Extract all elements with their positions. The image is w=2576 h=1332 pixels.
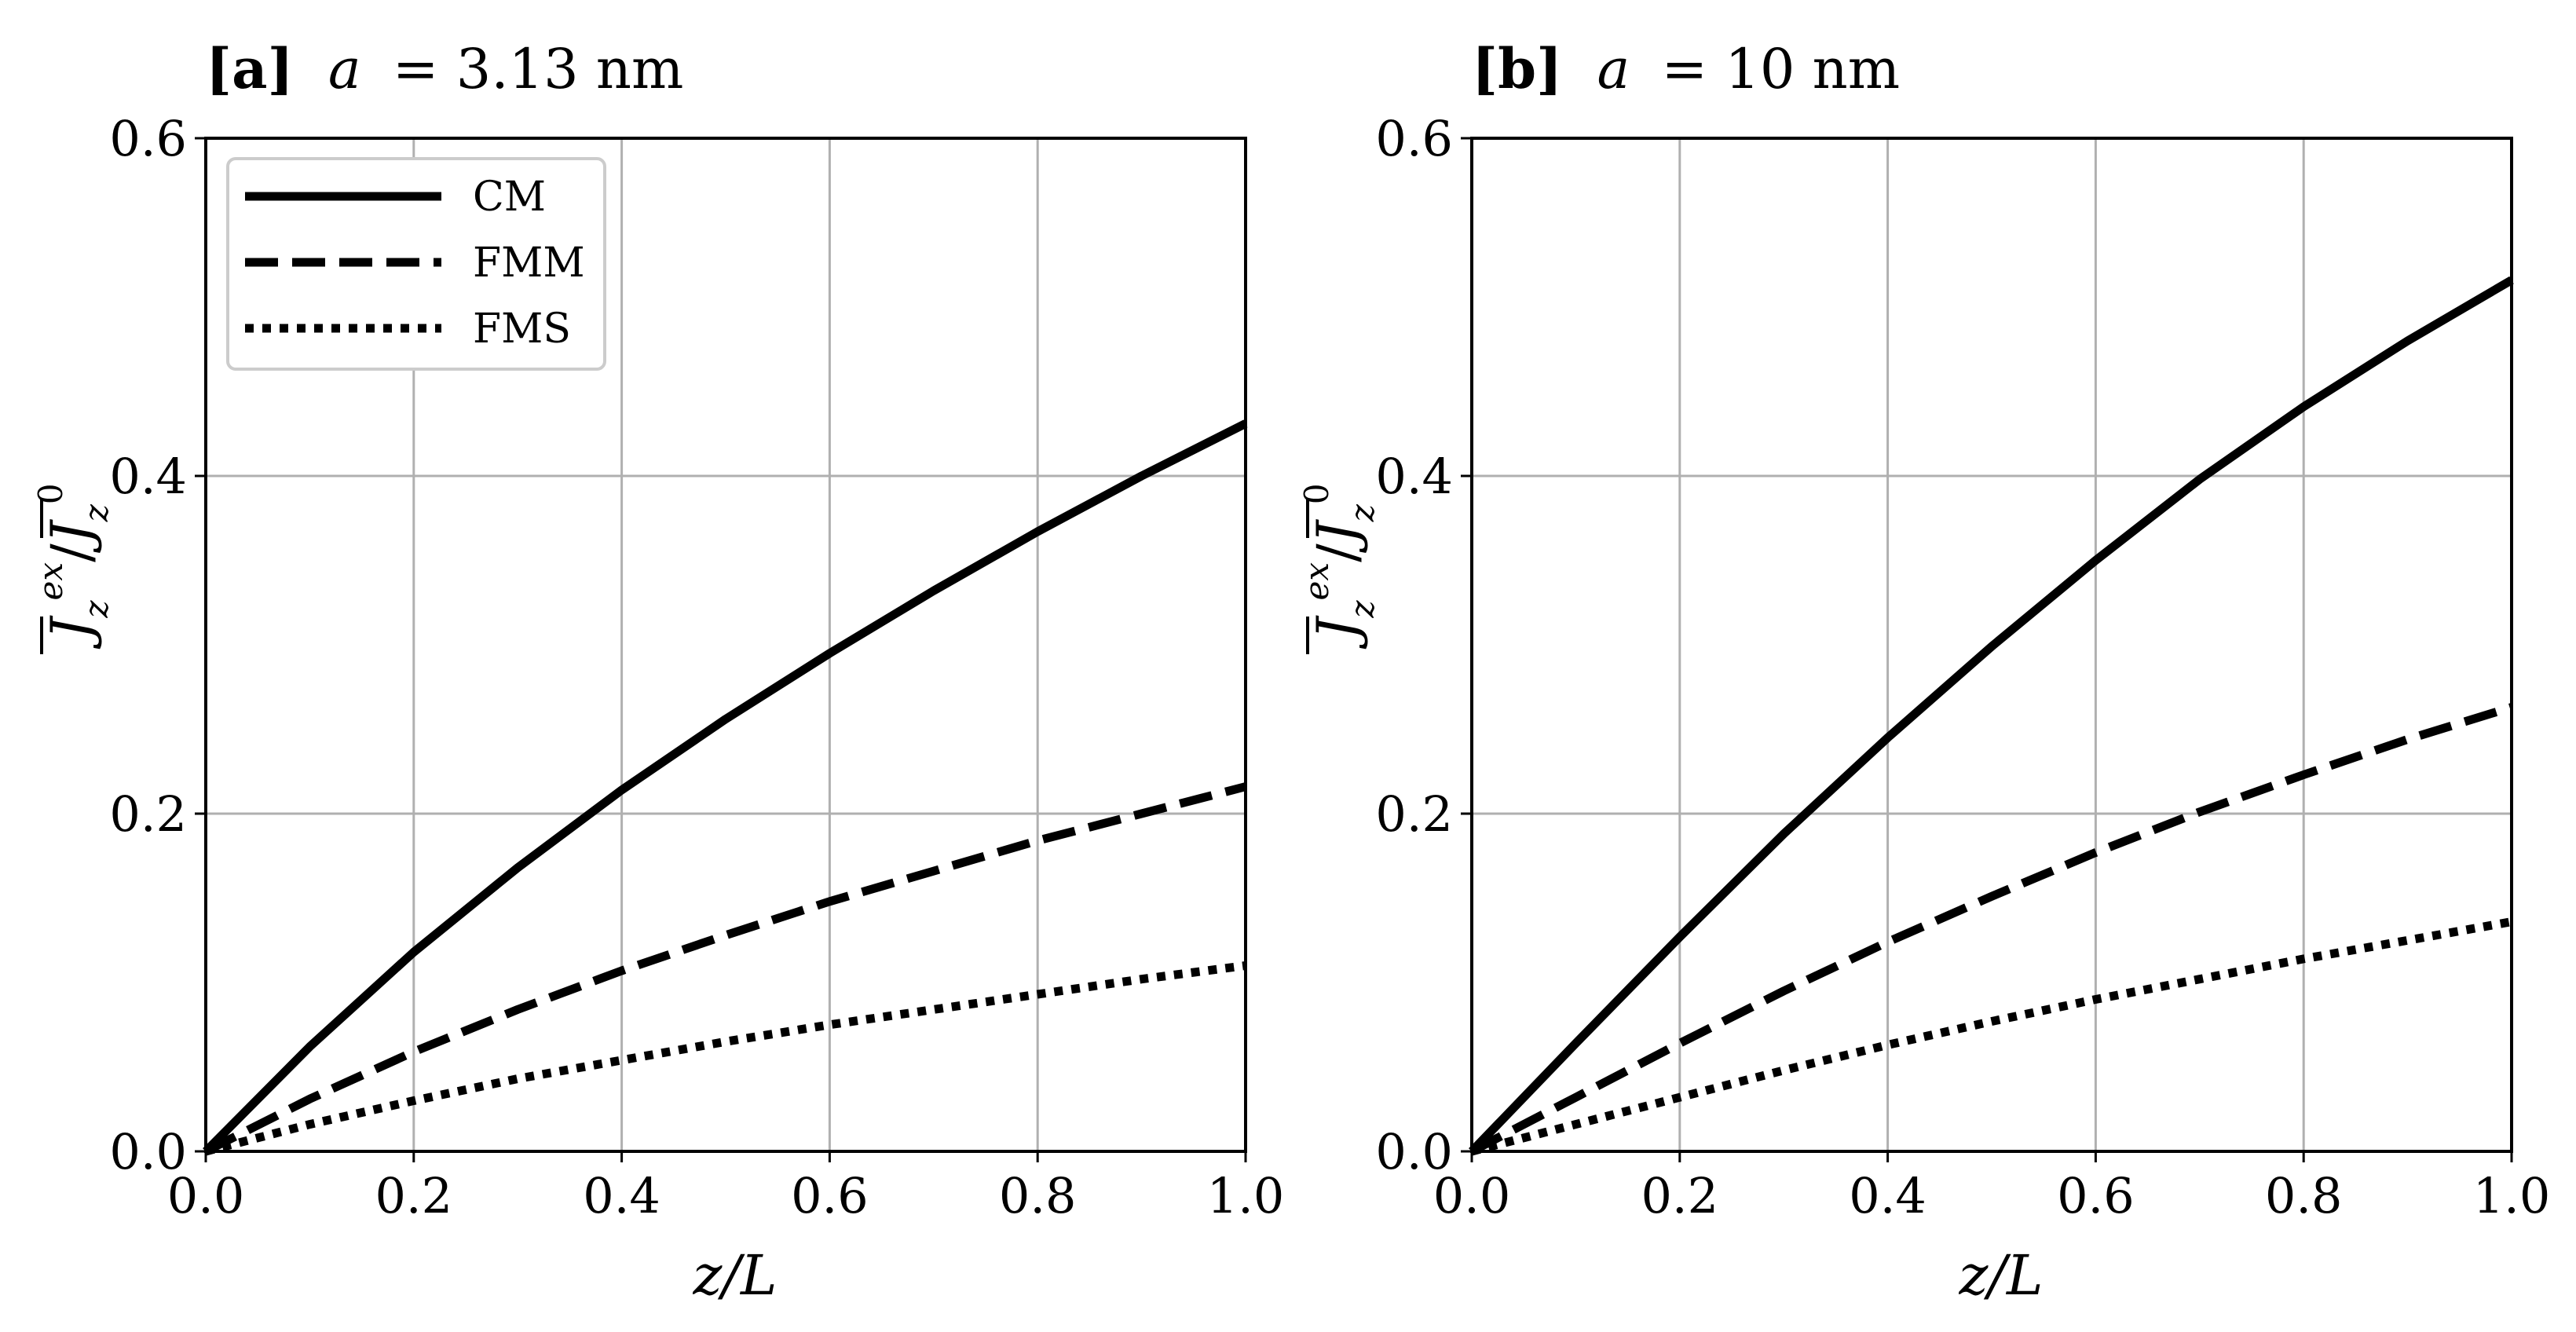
panel-a-ylabel-slash: / (39, 543, 104, 562)
panel-b-xtick-label-0: 0.0 (1433, 1167, 1511, 1224)
panel-b-ytick-label-1: 0.2 (1375, 785, 1453, 843)
panel-b-ylabel: Jzex/Jz0 (1297, 483, 1381, 654)
panel-a-ytick-label-1: 0.2 (109, 785, 187, 843)
panel-a-series-layer (203, 419, 1248, 1156)
panel-b-ylabel-num: J (1305, 615, 1370, 650)
panel-a-ylabel: Jzex/Jz0 (31, 483, 115, 654)
panel-a-xtick-label-3: 0.6 (791, 1167, 869, 1224)
panel-b-ticks: 0.0 0.2 0.4 0.6 0.8 1.0 0.0 0.2 0.4 0.6 (1375, 110, 2550, 1224)
panel-b-xtick-label-4: 0.8 (2265, 1167, 2343, 1224)
panel-b-ylabel-num-sub: z (1343, 600, 1381, 619)
panel-a-ytick-label-2: 0.4 (109, 448, 187, 505)
panel-b-title-var: a (1597, 37, 1630, 101)
panel-a-title: [a] a = 3.13 nm (206, 36, 683, 101)
legend-label-fmm: FMM (473, 240, 585, 287)
panel-a-series-fmm (203, 782, 1247, 1155)
panel-a: 0.0 0.2 0.4 0.6 0.8 1.0 0.0 0.2 0.4 0.6 [a] a = 3… (31, 36, 1284, 1308)
panel-b-ylabel-num-sup: ex (1297, 562, 1336, 601)
panel-b-ytick-label-3: 0.6 (1375, 110, 1453, 167)
panel-a-xtick-label-4: 0.8 (999, 1167, 1077, 1224)
panel-b-series-fmm (1469, 703, 2513, 1155)
svg-text:Jzex/Jz0: Jzex/Jz0 (31, 483, 115, 649)
panel-a-xtick-label-0: 0.0 (167, 1167, 245, 1224)
panel-b-xlabel: z/L (1959, 1243, 2044, 1308)
panel-a-title-var: a (328, 37, 361, 101)
panel-b-xtick-label-2: 0.4 (1849, 1167, 1927, 1224)
panel-b-ytick-label-0: 0.0 (1375, 1123, 1453, 1180)
panel-a-title-value: = 3.13 nm (393, 37, 683, 101)
panel-b-ylabel-slash: / (1305, 543, 1370, 562)
panel-a-xtick-label-5: 1.0 (1207, 1167, 1285, 1224)
legend-label-cm: CM (473, 174, 546, 221)
panel-b: 0.0 0.2 0.4 0.6 0.8 1.0 0.0 0.2 0.4 0.6 [b] a = 1… (1297, 36, 2550, 1308)
panel-a-ylabel-den-sup: 0 (31, 483, 70, 504)
legend-label-fms: FMS (473, 306, 571, 353)
panel-a-ylabel-num-sub: z (77, 600, 115, 619)
legend: CM FMM FMS (226, 157, 606, 371)
panel-b-xtick-label-3: 0.6 (2057, 1167, 2135, 1224)
panel-b-xtick-label-1: 0.2 (1641, 1167, 1718, 1224)
panel-b-series-cm (1469, 276, 2514, 1155)
panel-a-ytick-label-0: 0.0 (109, 1123, 187, 1180)
panel-b-label: [b] (1472, 36, 1562, 101)
panel-a-ticks: 0.0 0.2 0.4 0.6 0.8 1.0 0.0 0.2 0.4 0.6 (109, 110, 1284, 1224)
panel-a-xtick-label-2: 0.4 (583, 1167, 660, 1224)
panel-a-series-fms (204, 961, 1246, 1156)
panel-b-series-layer (1469, 276, 2514, 1156)
panel-b-ylabel-den-sup: 0 (1297, 483, 1336, 504)
panel-a-label: [a] (206, 36, 294, 101)
panel-b-xtick-label-5: 1.0 (2473, 1167, 2551, 1224)
panel-b-title: [b] a = 10 nm (1472, 36, 1900, 101)
panel-a-xlabel: z/L (693, 1243, 778, 1308)
panel-b-title-value: = 10 nm (1661, 37, 1900, 101)
panel-a-ylabel-num-sup: ex (31, 562, 70, 601)
panel-a-ylabel-num: J (39, 615, 104, 650)
panel-a-ytick-label-3: 0.6 (109, 110, 187, 167)
panel-a-axes-frame (204, 137, 1247, 1153)
panel-b-series-fms (1470, 917, 2512, 1156)
panel-b-axes-frame (1470, 137, 2513, 1153)
svg-text:Jzex/Jz0: Jzex/Jz0 (1297, 483, 1381, 649)
panel-b-ytick-label-2: 0.4 (1375, 448, 1453, 505)
panel-b-ylabel-den-sub: z (1343, 503, 1381, 522)
panel-a-series-cm (203, 419, 1248, 1155)
panel-a-xtick-label-1: 0.2 (375, 1167, 452, 1224)
panel-a-ylabel-den-sub: z (77, 503, 115, 522)
